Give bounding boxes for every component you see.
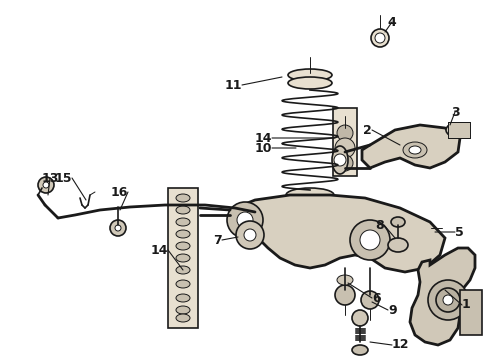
- Ellipse shape: [288, 77, 332, 89]
- Text: 3: 3: [451, 105, 459, 118]
- Ellipse shape: [286, 188, 334, 202]
- Ellipse shape: [409, 146, 421, 154]
- Circle shape: [371, 29, 389, 47]
- Ellipse shape: [176, 218, 190, 226]
- Circle shape: [337, 125, 353, 141]
- Circle shape: [375, 33, 385, 43]
- Circle shape: [38, 177, 54, 193]
- Circle shape: [443, 295, 453, 305]
- Ellipse shape: [176, 280, 190, 288]
- Ellipse shape: [176, 194, 190, 202]
- Text: 1: 1: [462, 298, 471, 311]
- Text: 13: 13: [41, 171, 59, 185]
- Circle shape: [236, 221, 264, 249]
- Bar: [333, 108, 357, 176]
- Text: 6: 6: [372, 292, 381, 305]
- Ellipse shape: [388, 238, 408, 252]
- Ellipse shape: [176, 230, 190, 238]
- Text: 2: 2: [363, 123, 372, 136]
- Ellipse shape: [176, 242, 190, 250]
- Text: 7: 7: [213, 234, 222, 247]
- Ellipse shape: [176, 306, 190, 314]
- Circle shape: [337, 155, 353, 171]
- Ellipse shape: [176, 294, 190, 302]
- Polygon shape: [410, 248, 475, 345]
- Ellipse shape: [412, 225, 428, 235]
- Circle shape: [436, 288, 460, 312]
- Ellipse shape: [176, 266, 190, 274]
- Text: 14: 14: [254, 131, 272, 144]
- Ellipse shape: [288, 69, 332, 81]
- Circle shape: [350, 220, 390, 260]
- Circle shape: [115, 225, 121, 231]
- Circle shape: [360, 230, 380, 250]
- Ellipse shape: [176, 314, 190, 322]
- Ellipse shape: [176, 206, 190, 214]
- Text: 9: 9: [388, 303, 396, 316]
- Text: 11: 11: [224, 78, 242, 91]
- Ellipse shape: [446, 123, 468, 137]
- Bar: [460, 290, 482, 335]
- Circle shape: [227, 202, 263, 238]
- Text: 4: 4: [388, 15, 396, 28]
- Text: 15: 15: [54, 171, 72, 185]
- Circle shape: [335, 138, 355, 158]
- Circle shape: [244, 229, 256, 241]
- Circle shape: [335, 285, 355, 305]
- Ellipse shape: [352, 345, 368, 355]
- Ellipse shape: [337, 275, 353, 285]
- Bar: [168, 188, 198, 328]
- Text: 10: 10: [254, 141, 272, 154]
- Circle shape: [43, 182, 49, 188]
- Circle shape: [352, 310, 368, 326]
- Circle shape: [361, 291, 379, 309]
- Text: 16: 16: [111, 185, 128, 198]
- Text: 5: 5: [455, 225, 464, 239]
- Text: 8: 8: [375, 219, 384, 231]
- Bar: [415, 224, 431, 236]
- Polygon shape: [230, 195, 445, 272]
- Ellipse shape: [176, 254, 190, 262]
- Ellipse shape: [403, 142, 427, 158]
- Circle shape: [334, 154, 346, 166]
- Ellipse shape: [391, 217, 405, 227]
- Text: 14: 14: [150, 243, 168, 257]
- Circle shape: [237, 212, 253, 228]
- Bar: [448, 122, 470, 138]
- Polygon shape: [362, 125, 460, 168]
- Circle shape: [110, 220, 126, 236]
- Circle shape: [428, 280, 468, 320]
- Text: 12: 12: [392, 338, 410, 351]
- Ellipse shape: [332, 146, 348, 174]
